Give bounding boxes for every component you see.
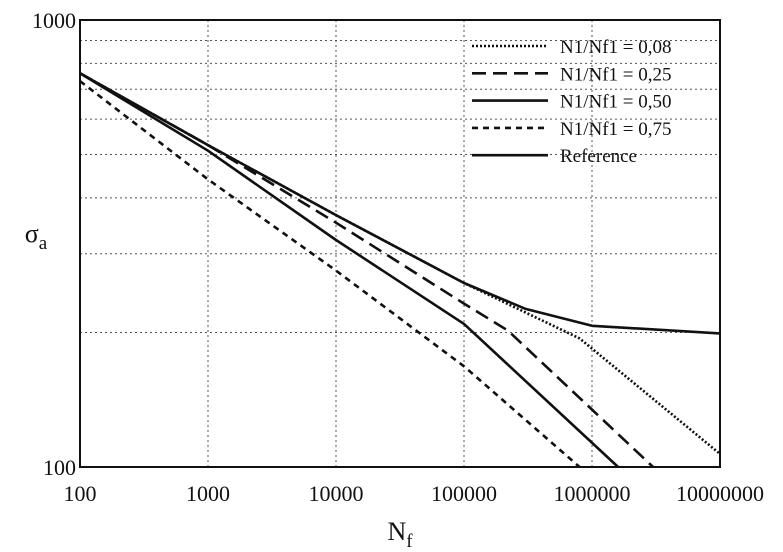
legend-entry-label: N1/Nf1 = 0,75 bbox=[560, 119, 672, 140]
legend-entry-label: N1/Nf1 = 0,25 bbox=[560, 64, 672, 85]
legend-entry-label: Reference bbox=[560, 146, 637, 167]
y-tick-label: 1000 bbox=[32, 8, 76, 33]
x-tick-label: 100 bbox=[64, 481, 97, 506]
y-tick-label: 100 bbox=[43, 455, 76, 480]
legend-entry-label: N1/Nf1 = 0,08 bbox=[560, 37, 672, 58]
y-axis-label: σa bbox=[25, 219, 48, 254]
series-lines bbox=[79, 72, 721, 468]
series-line-4 bbox=[79, 72, 721, 335]
series-line-1 bbox=[79, 72, 654, 468]
tick-labels: 100 1000 10000 100000 1000000 10000000 100 1000 bbox=[32, 8, 764, 506]
x-axis-label: Nf bbox=[387, 517, 413, 552]
plot-frame bbox=[79, 19, 721, 468]
legend: N1/Nf1 = 0,08 N1/Nf1 = 0,25 N1/Nf1 = 0,50 N… bbox=[472, 37, 672, 167]
x-tick-label: 1000000 bbox=[554, 481, 631, 506]
series-line-2 bbox=[79, 72, 619, 468]
series-line-3 bbox=[79, 80, 581, 468]
x-tick-label: 10000000 bbox=[676, 481, 764, 506]
legend-entry-label: N1/Nf1 = 0,50 bbox=[560, 92, 672, 113]
grid bbox=[80, 20, 720, 467]
x-tick-label: 100000 bbox=[431, 481, 497, 506]
x-tick-label: 10000 bbox=[309, 481, 364, 506]
x-tick-label: 1000 bbox=[186, 481, 230, 506]
